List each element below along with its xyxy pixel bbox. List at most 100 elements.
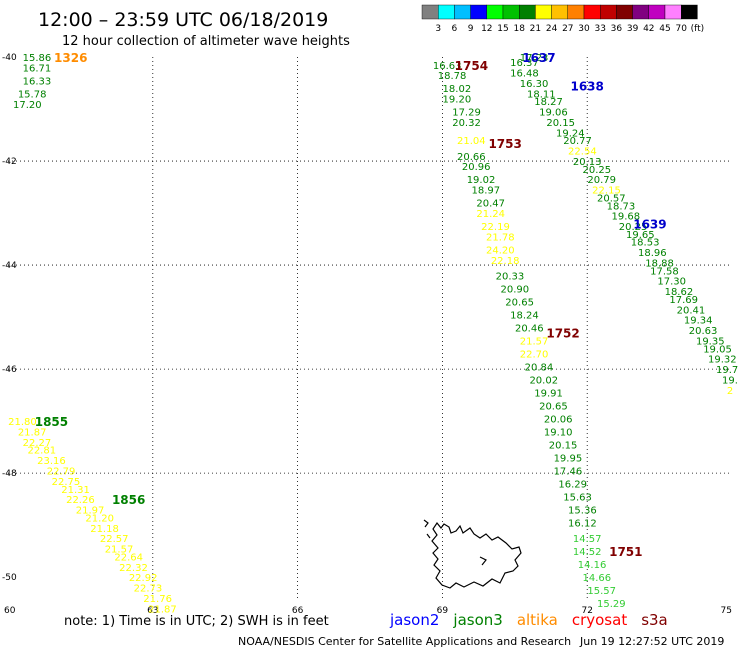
wave-height-value: 20.15: [546, 118, 575, 129]
wave-height-value: 16.63: [433, 61, 462, 72]
scale-label: 42: [643, 24, 654, 34]
scale-swatch: [535, 4, 552, 20]
wave-height-value: 18.24: [510, 310, 539, 321]
wave-height-value: 22.18: [491, 256, 520, 267]
wave-height-value: 21.57: [105, 545, 134, 556]
wave-height-value: 20.57: [597, 193, 626, 204]
wave-height-value: 20.77: [563, 136, 592, 147]
scale-swatch: [681, 4, 698, 20]
satellite-legend-cryosat: cryosat: [572, 611, 627, 629]
lat-tick-label: -40: [2, 53, 17, 63]
wave-height-value: 20.33: [496, 271, 525, 282]
pass-time-label: 1638: [570, 80, 603, 94]
wave-height-value: 20.02: [529, 376, 558, 387]
wave-height-value: 18.78: [438, 71, 467, 82]
wave-height-value: 16.12: [568, 519, 597, 530]
wave-height-value: 20.63: [689, 326, 718, 337]
wave-height-value: 18.73: [607, 201, 636, 212]
wave-height-value: 14.16: [578, 560, 607, 571]
lat-tick-label: -50: [2, 573, 17, 583]
wave-height-value: 19.65: [626, 230, 655, 241]
wave-height-value: 21.20: [85, 513, 114, 524]
wave-height-value: 22.19: [481, 222, 510, 233]
wave-height-value: 21.87: [18, 428, 47, 439]
wave-height-value: 20.79: [587, 175, 616, 186]
pass-time-label: 1753: [488, 137, 521, 151]
scale-swatch: [632, 4, 649, 20]
scale-label: 45: [659, 24, 670, 34]
wave-height-value: 19.05: [703, 344, 732, 355]
wave-height-value: 20.32: [452, 118, 481, 129]
wave-height-value: 15.86: [23, 53, 52, 64]
wave-height-value: 18.97: [472, 186, 501, 197]
wave-height-value: 15.78: [18, 89, 47, 100]
scale-label: 9: [468, 24, 474, 34]
wave-height-value: 18.02: [443, 84, 472, 95]
pass-time-label: 1856: [112, 493, 145, 507]
wave-height-value: 16.29: [558, 480, 587, 491]
satellite-legend: jason2 jason3 altika cryosat s3a: [389, 611, 668, 629]
scale-label: 27: [562, 24, 573, 34]
pass-time-label: 1751: [609, 545, 642, 559]
scale-label: 3: [435, 24, 441, 34]
lon-tick-label: 69: [437, 606, 449, 616]
scale-swatch: [519, 4, 536, 20]
wave-height-value: 22.70: [520, 350, 549, 361]
scale-label: 70: [675, 24, 687, 34]
wave-height-value: 17.29: [452, 108, 481, 119]
wave-height-value: 21.97: [76, 506, 105, 517]
wave-height-value: 21.57: [520, 337, 549, 348]
pass-time-label: 1754: [455, 59, 488, 73]
map-title: 12:00 – 23:59 UTC 06/18/2019: [38, 9, 328, 31]
wave-height-value: 18.11: [527, 89, 556, 100]
wave-height-value: 19.91: [534, 389, 563, 400]
wave-height-value: 19.02: [467, 175, 496, 186]
wave-height-value: 22.15: [592, 186, 621, 197]
wave-height-value: 22.73: [134, 584, 163, 595]
wave-height-value: 22.27: [23, 438, 52, 449]
wave-height-value: 21.80: [8, 417, 37, 428]
wave-height-value: 16.71: [23, 63, 52, 74]
lat-lon-grid: [8, 57, 732, 598]
wave-height-value: 23.16: [37, 456, 66, 467]
wave-height-value: 22.54: [568, 147, 597, 158]
satellite-legend-jason3: jason3: [452, 611, 502, 629]
scale-label: 18: [513, 24, 525, 34]
wave-height-value: 21.31: [61, 485, 90, 496]
wave-height-value: 24.20: [486, 245, 515, 256]
lat-tick-label: -46: [2, 365, 17, 375]
wave-height-value: 19.10: [544, 428, 573, 439]
pass-time-labels: 1326 1637 1754 1638 1753 1639 1752 1855 1856 1751: [35, 51, 667, 559]
units-note: note: 1) Time is in UTC; 2) SWH is in fe…: [64, 614, 329, 629]
scale-label: 39: [627, 24, 639, 34]
lon-tick-label: 63: [147, 606, 158, 616]
wave-height-value: 21.24: [476, 209, 505, 220]
pass-time-label: 1855: [35, 415, 68, 429]
satellite-legend-jason2: jason2: [389, 611, 439, 629]
wave-height-value: 22.75: [52, 477, 81, 488]
kerguelen-island-outline: [423, 519, 522, 589]
wave-height-value: 19.20: [443, 95, 472, 106]
scale-swatch: [502, 4, 520, 20]
wave-height-value: 18.53: [631, 238, 660, 249]
wave-height-value: 21.76: [143, 594, 172, 605]
scale-swatch: [648, 4, 666, 20]
wave-height-value: 18.96: [638, 248, 667, 259]
scale-label: 33: [594, 24, 605, 34]
lon-tick-label: 60: [4, 606, 16, 616]
wave-height-value: 20.25: [583, 165, 612, 176]
scale-swatch: [551, 4, 568, 20]
scale-label: 12: [481, 24, 492, 34]
scale-label: 30: [578, 24, 590, 34]
wave-height-value: 20.90: [500, 284, 529, 295]
wave-height-value: 20.15: [549, 441, 578, 452]
wave-height-value: 2: [727, 386, 733, 397]
wave-height-value: 17.30: [657, 277, 686, 288]
scale-label: 21: [530, 24, 541, 34]
scale-swatch: [664, 4, 682, 20]
lat-tick-label: -42: [2, 157, 17, 167]
wave-height-value: 14.66: [583, 573, 612, 584]
wave-height-value: 22.57: [100, 534, 129, 545]
wave-height-value: 22.79: [47, 467, 76, 478]
